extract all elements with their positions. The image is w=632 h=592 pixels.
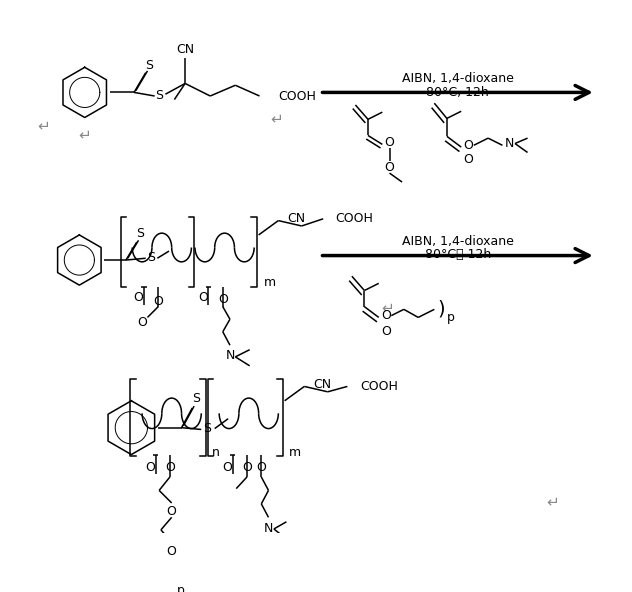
Text: AIBN, 1,4-dioxane: AIBN, 1,4-dioxane bbox=[402, 72, 514, 85]
Text: N: N bbox=[505, 137, 514, 150]
Text: O: O bbox=[384, 161, 394, 174]
Text: COOH: COOH bbox=[278, 89, 316, 102]
Text: CN: CN bbox=[176, 43, 194, 56]
Text: ): ) bbox=[438, 300, 446, 319]
Text: O: O bbox=[198, 291, 208, 304]
Text: CN: CN bbox=[288, 213, 305, 226]
Text: S: S bbox=[137, 227, 144, 240]
Text: N: N bbox=[225, 349, 234, 362]
Text: S: S bbox=[147, 251, 155, 264]
Text: O: O bbox=[133, 291, 143, 304]
Text: ↵: ↵ bbox=[37, 118, 50, 133]
Text: CN: CN bbox=[313, 378, 331, 391]
Text: O: O bbox=[257, 461, 266, 474]
Text: O: O bbox=[145, 461, 155, 474]
Text: S: S bbox=[192, 392, 200, 406]
Text: COOH: COOH bbox=[336, 213, 374, 226]
Text: 80°C, 12h: 80°C, 12h bbox=[426, 86, 489, 99]
Text: O: O bbox=[137, 316, 147, 329]
Text: n: n bbox=[212, 446, 220, 459]
Text: AIBN, 1,4-dioxane: AIBN, 1,4-dioxane bbox=[402, 234, 514, 247]
Text: ↵: ↵ bbox=[270, 112, 283, 127]
Text: O: O bbox=[154, 295, 163, 308]
Text: O: O bbox=[167, 545, 176, 558]
Text: p: p bbox=[177, 584, 185, 592]
Text: N: N bbox=[264, 522, 273, 535]
Text: O: O bbox=[218, 293, 228, 306]
Text: S: S bbox=[145, 59, 154, 72]
Text: COOH: COOH bbox=[360, 380, 398, 393]
Text: O: O bbox=[222, 461, 232, 474]
Text: O: O bbox=[381, 309, 391, 322]
Text: ↵: ↵ bbox=[546, 494, 559, 510]
Text: m: m bbox=[264, 276, 276, 289]
Text: ↵: ↵ bbox=[381, 300, 394, 315]
Text: m: m bbox=[289, 446, 301, 459]
Text: 80°C， 12h: 80°C， 12h bbox=[425, 248, 491, 261]
Text: O: O bbox=[384, 136, 394, 149]
Text: S: S bbox=[204, 422, 212, 435]
Text: p: p bbox=[447, 311, 454, 324]
Text: O: O bbox=[167, 506, 176, 519]
Text: O: O bbox=[463, 139, 473, 152]
Text: O: O bbox=[242, 461, 252, 474]
Text: O: O bbox=[381, 325, 391, 338]
Text: ↵: ↵ bbox=[78, 127, 91, 142]
Text: S: S bbox=[155, 89, 163, 102]
Text: O: O bbox=[165, 461, 175, 474]
Text: O: O bbox=[463, 153, 473, 166]
